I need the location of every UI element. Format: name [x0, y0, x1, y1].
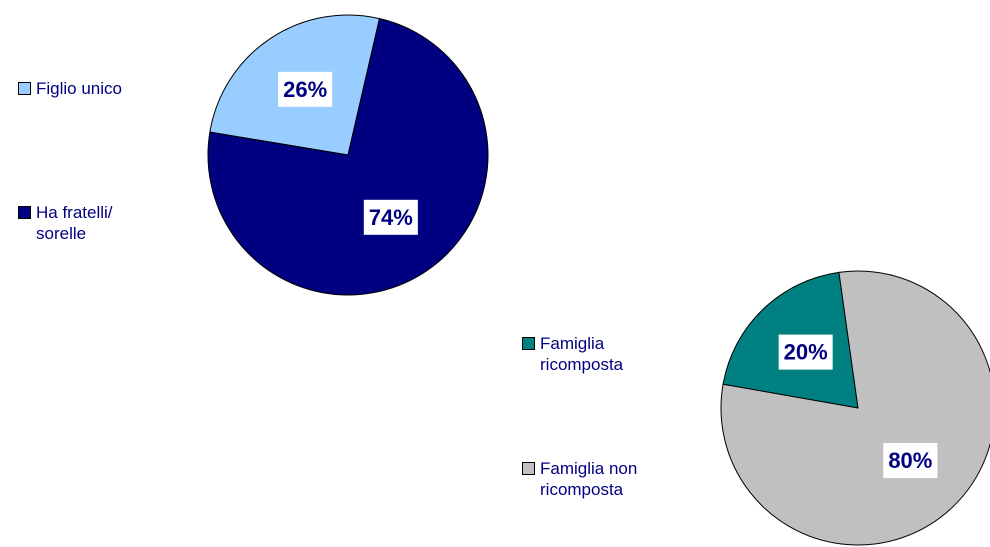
value-label-box: [278, 71, 333, 107]
legend-swatch: [522, 337, 535, 350]
legend-item: Famiglia non ricomposta: [522, 458, 670, 500]
value-label: 74%: [363, 199, 418, 235]
value-label: 26%: [278, 71, 333, 107]
value-label: 20%: [778, 334, 833, 370]
legend-item: Ha fratelli/ sorelle: [18, 202, 166, 244]
legend-label: Figlio unico: [36, 79, 122, 98]
legend-swatch: [522, 462, 535, 475]
value-label-box: [778, 334, 833, 370]
legend-swatch: [18, 206, 31, 219]
value-label-text: 26%: [283, 77, 327, 102]
value-label-text: 74%: [369, 205, 413, 230]
value-label-text: 80%: [888, 448, 932, 473]
legend-item: Famiglia ricomposta: [522, 333, 670, 375]
legend-item: Figlio unico: [18, 78, 166, 99]
value-label-text: 20%: [784, 340, 828, 365]
pie-slice: [207, 17, 489, 296]
value-label-box: [883, 443, 938, 479]
value-label-box: [363, 199, 418, 235]
legend-label: Famiglia non ricomposta: [540, 459, 638, 499]
legend-label: Famiglia ricomposta: [540, 334, 624, 374]
legend-label: Ha fratelli/ sorelle: [36, 203, 113, 243]
value-label: 80%: [883, 443, 938, 479]
legend-swatch: [18, 82, 31, 95]
